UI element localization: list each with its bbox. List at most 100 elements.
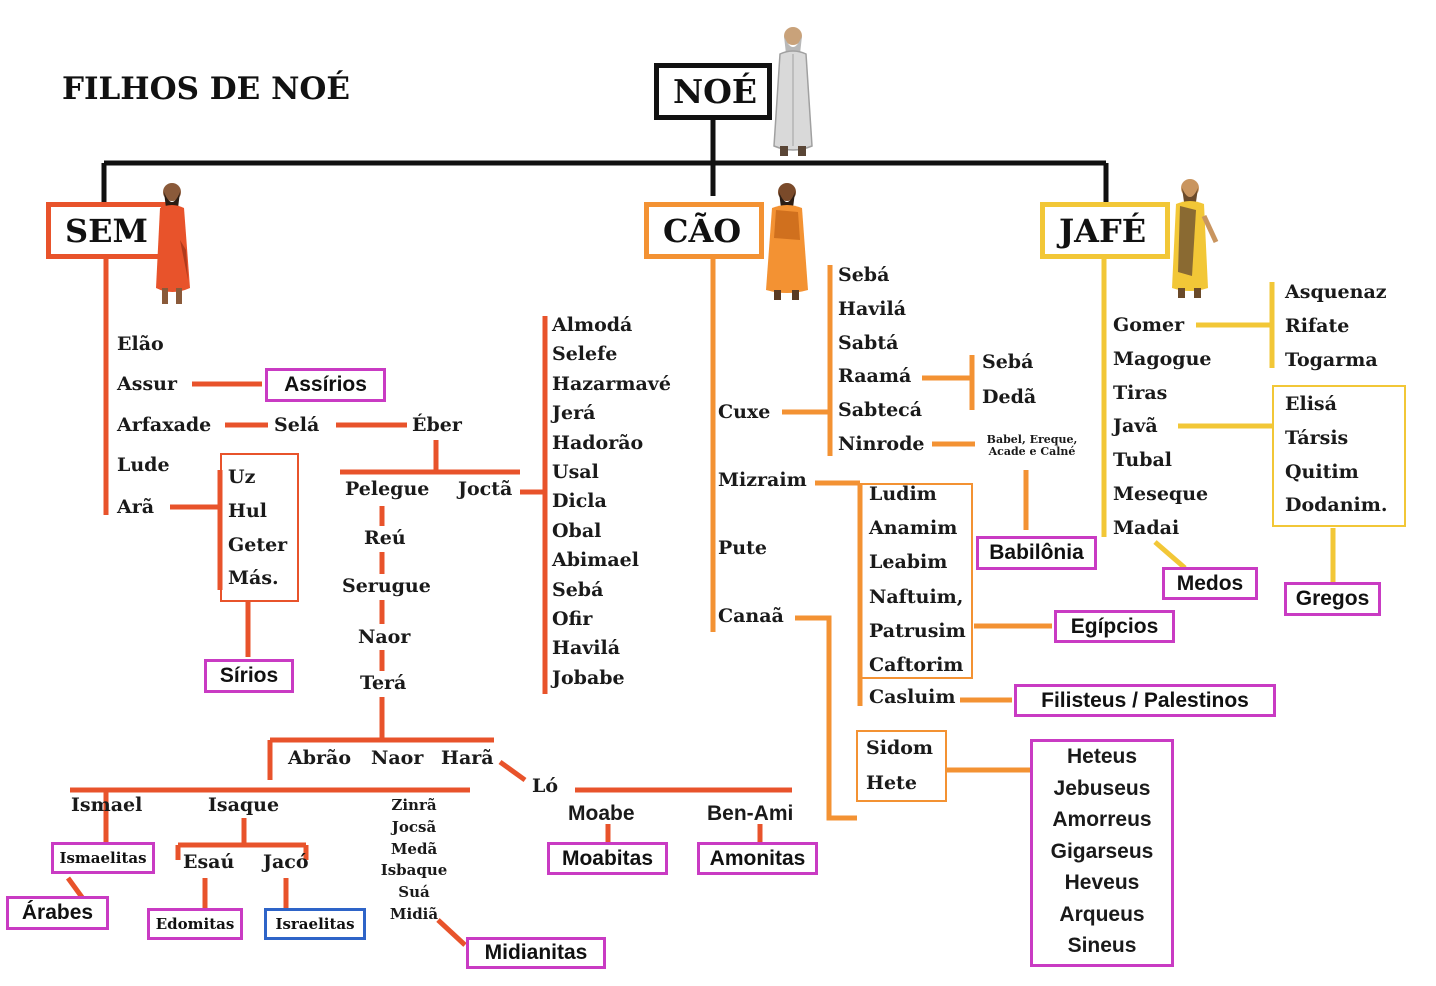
aram-son-uz: Uz: [228, 466, 256, 488]
mizraim-sons-frame: [860, 483, 973, 679]
cush-son: Havilá: [838, 297, 907, 320]
mizraim-son: Patrusim: [869, 619, 966, 642]
cush-son: Sabtá: [838, 331, 899, 354]
moab-label: Moabe: [568, 802, 635, 825]
naor-label: Naor: [371, 747, 424, 769]
jafe-figure-icon: [1172, 179, 1219, 298]
moabitas-box: Moabitas: [547, 842, 668, 875]
sem-son-elao: Elão: [117, 333, 164, 355]
egipcios-box: Egípcios: [1054, 610, 1175, 643]
canaanite-people: Jebuseus: [1053, 776, 1151, 800]
mizraim-son: Anamim: [869, 517, 958, 540]
jafe-son: Meseque: [1113, 482, 1209, 505]
javan-son: Elisá: [1285, 393, 1337, 415]
cush-son: Ninrode: [838, 432, 925, 455]
joktan-son: Almodá: [552, 314, 633, 336]
jafe-connectors: [1101, 258, 1336, 582]
diagram-title: FILHOS DE NOÉ: [62, 71, 351, 107]
aram-son-mas: Más.: [228, 567, 279, 589]
javan-son: Quitim: [1285, 460, 1359, 483]
assirios-box: Assírios: [265, 368, 386, 402]
canaanite-people: Amorreus: [1052, 808, 1152, 831]
joktan-son: Obal: [552, 519, 602, 542]
gomer-sons-list: Asquenaz Rifate Togarma: [1285, 283, 1387, 385]
midianitas-box: Midianitas: [466, 937, 606, 969]
canaan-son-hete: Hete: [866, 772, 917, 794]
mizraim-sons-list: Ludim Anamim Leabim Naftuim, Patrusim Ca…: [869, 483, 966, 690]
cao-son-cuxe: Cuxe: [718, 401, 771, 423]
benami-label: Ben-Ami: [707, 802, 794, 825]
cao-box: CÃO: [644, 202, 764, 259]
nimrod-cities: Babel, Ereque, Acade e Calné: [986, 433, 1078, 459]
joktan-son: Jobabe: [552, 666, 625, 689]
joktan-sons-list: Almodá Selefe Hazarmavé Jerá Hadorão Usa…: [552, 314, 671, 698]
jafe-son: Tubal: [1113, 449, 1173, 472]
aram-sons-frame: [220, 453, 299, 602]
joktan-label: Joctã: [458, 478, 513, 500]
mizraim-son: Ludim: [869, 483, 937, 505]
joktan-son: Usal: [552, 460, 599, 483]
sela-label: Selá: [274, 414, 320, 436]
aram-son-geter: Geter: [228, 534, 288, 556]
joktan-son: Dicla: [552, 490, 607, 513]
lot-label: Ló: [532, 775, 559, 797]
joktan-son: Hazarmavé: [552, 372, 671, 395]
jafe-sons-list: Gomer Magogue Tiras Javã Tubal Meseque M…: [1113, 316, 1212, 553]
keturah-son: Midiã: [389, 904, 439, 923]
javan-son: Dodanim.: [1285, 494, 1388, 517]
canaanite-people: Heveus: [1064, 871, 1140, 894]
edomitas-box: Edomitas: [147, 908, 243, 940]
javan-son: Társis: [1285, 426, 1349, 449]
keturah-son: Medã: [390, 839, 438, 858]
keturah-son: Zinrã: [391, 796, 437, 814]
noah-figure-icon: [773, 27, 813, 156]
jafe-box: JAFÉ: [1040, 202, 1170, 259]
raama-son-seba: Sebá: [982, 351, 1034, 373]
joktan-son: Jerá: [552, 402, 596, 425]
noe-box: NOÉ: [654, 63, 772, 120]
cush-son: Raamá: [838, 365, 912, 388]
abrao-label: Abrão: [288, 747, 352, 769]
javan-sons-frame: [1272, 385, 1406, 527]
joktan-son: Ofir: [552, 607, 593, 630]
aram-son-hul: Hul: [228, 500, 267, 522]
peleg-line-reu: Reú: [364, 527, 406, 549]
canaanite-people: Sineus: [1067, 934, 1137, 957]
canaanite-people: Arqueus: [1059, 902, 1145, 926]
jafe-son: Madai: [1113, 516, 1180, 539]
ismael-label: Ismael: [71, 794, 143, 816]
mizraim-son: Caftorim: [869, 653, 964, 676]
sem-son-lude: Lude: [117, 454, 170, 476]
javan-sons-list: Elisá Társis Quitim Dodanim.: [1285, 395, 1388, 530]
mizraim-son: Leabim: [869, 551, 948, 574]
jafe-son: Gomer: [1113, 314, 1185, 336]
sem-box: SEM: [46, 202, 166, 259]
jafe-son: Javã: [1113, 415, 1158, 438]
sem-connectors: [65, 258, 792, 947]
ismaelitas-box: Ismaelitas: [51, 842, 155, 874]
keturah-son: Jocsã: [391, 817, 437, 836]
joktan-son: Selefe: [552, 343, 618, 366]
gomer-son: Asquenaz: [1285, 281, 1387, 303]
casluim-label: Casluim: [869, 686, 956, 708]
gomer-son: Togarma: [1285, 349, 1378, 371]
medos-box: Medos: [1162, 567, 1258, 600]
jafe-son: Magogue: [1113, 347, 1212, 370]
sem-son-ara: Arã: [117, 496, 155, 518]
joktan-son: Abimael: [552, 549, 639, 572]
canaanite-people: Heteus: [1066, 745, 1138, 768]
gomer-son: Rifate: [1285, 315, 1350, 337]
mizraim-son: Naftuim,: [869, 585, 964, 608]
canaanite-peoples-box: [1030, 739, 1174, 967]
canaan-sons-frame: [856, 730, 947, 802]
peleg-line-naor: Naor: [358, 626, 411, 648]
esau-label: Esaú: [183, 851, 235, 873]
keturah-sons-list: Zinrã Jocsã Medã Isbaque Suá Midiã: [381, 796, 448, 929]
cao-son-mizraim: Mizraim: [718, 469, 807, 491]
joktan-son: Hadorão: [552, 431, 644, 454]
cush-son: Sebá: [838, 264, 890, 286]
jaco-label: Jacó: [263, 851, 309, 873]
cao-son-canaa: Canaã: [718, 605, 784, 627]
